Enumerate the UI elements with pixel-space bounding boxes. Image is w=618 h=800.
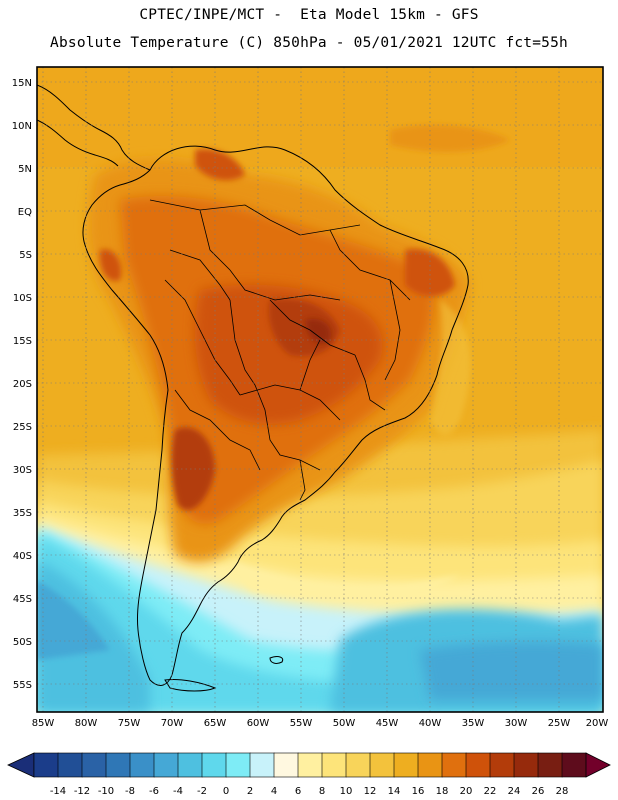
colorbar-over-arrow — [585, 752, 611, 778]
colorbar-tick-label: 26 — [532, 786, 545, 797]
colorbar-cell — [513, 752, 539, 778]
colorbar-tick-label: 2 — [247, 786, 253, 797]
colorbar-tick-label: 28 — [556, 786, 569, 797]
colorbar-tick-label: 12 — [364, 786, 377, 797]
colorbar-cell — [201, 752, 227, 778]
colorbar-cell — [177, 752, 203, 778]
central-america-north — [37, 119, 119, 167]
colorbar-cell — [465, 752, 491, 778]
south-america-coast — [82, 145, 469, 686]
colorbar-tick-label: -6 — [149, 786, 159, 797]
colorbar-cell — [489, 752, 515, 778]
lon-label: 60W — [247, 718, 270, 729]
colorbar-tick-label: 20 — [460, 786, 473, 797]
map-frame — [36, 66, 604, 713]
title-line-1: CPTEC/INPE/MCT - Eta Model 15km - GFS — [139, 7, 479, 23]
lon-label: 50W — [333, 718, 356, 729]
colorbar-tick-label: 10 — [340, 786, 353, 797]
colorbar-tick-label: -2 — [197, 786, 207, 797]
colorbar-cell — [321, 752, 347, 778]
colorbar-cell — [153, 752, 179, 778]
colorbar-cell — [225, 752, 251, 778]
colorbar-tick-label: 18 — [436, 786, 449, 797]
lon-label: 35W — [462, 718, 485, 729]
lon-label: 85W — [32, 718, 55, 729]
lon-label: 65W — [204, 718, 227, 729]
lat-label: 5S — [19, 250, 32, 261]
temperature-field — [37, 67, 603, 712]
colorbar-tick-label: 14 — [388, 786, 401, 797]
lon-label: 70W — [161, 718, 184, 729]
lon-label: 40W — [419, 718, 442, 729]
colorbar-cell — [57, 752, 83, 778]
lon-label: 45W — [376, 718, 399, 729]
colorbar-cell — [417, 752, 443, 778]
lat-label: 45S — [13, 594, 32, 605]
lat-label: 5N — [18, 164, 32, 175]
lat-label: 20S — [13, 379, 32, 390]
colorbar-cell — [129, 752, 155, 778]
longitude-labels: 85W 80W 75W 70W 65W 60W 55W 50W 45W 40W … — [32, 718, 609, 729]
colorbar-tick-label: 16 — [412, 786, 425, 797]
colorbar-cell — [441, 752, 467, 778]
title-line-2: Absolute Temperature (C) 850hPa - 05/01/… — [50, 35, 568, 51]
continental-heat — [87, 149, 471, 563]
colorbar-cell — [297, 752, 323, 778]
lat-label: 50S — [13, 637, 32, 648]
colorbar-tick-labels: -14 -12 -10 -8 -6 -4 -2 0 2 4 6 8 10 12 14 16 18 20 22 24 26… — [50, 786, 569, 797]
lat-label: 30S — [13, 465, 32, 476]
latitude-labels: 15N 10N 5N EQ 5S 10S 15S 20S 25S 30S 35S… — [12, 78, 32, 691]
colorbar-tick-label: 4 — [271, 786, 277, 797]
colorbar-cell — [369, 752, 395, 778]
lat-label: 25S — [13, 422, 32, 433]
lat-label: 15N — [12, 78, 32, 89]
colorbar-cell — [33, 752, 59, 778]
lon-label: 25W — [548, 718, 571, 729]
lat-label: 40S — [13, 551, 32, 562]
colorbar-tick-label: -4 — [173, 786, 183, 797]
lon-label: 55W — [290, 718, 313, 729]
central-america-coast — [37, 84, 151, 171]
lat-label: 10S — [13, 293, 32, 304]
falklands — [269, 656, 284, 664]
country-borders — [149, 199, 411, 501]
lat-label: 15S — [13, 336, 32, 347]
colorbar-tick-label: -12 — [74, 786, 90, 797]
lat-label: 35S — [13, 508, 32, 519]
lon-label: 20W — [586, 718, 609, 729]
lat-label: 55S — [13, 680, 32, 691]
colorbar-cell — [249, 752, 275, 778]
colorbar-tick-label: -8 — [125, 786, 135, 797]
colorbar: -14 -12 -10 -8 -6 -4 -2 0 2 4 6 8 10 12 14 16 18 20 22 24 26… — [7, 752, 611, 797]
colorbar-tick-label: 22 — [484, 786, 497, 797]
colorbar-under-arrow — [7, 752, 35, 778]
colorbar-cell — [561, 752, 587, 778]
coastlines — [37, 84, 469, 692]
lat-label: 10N — [12, 121, 32, 132]
colorbar-cell — [537, 752, 563, 778]
colorbar-tick-label: 24 — [508, 786, 521, 797]
colorbar-cell — [81, 752, 107, 778]
lon-label: 80W — [75, 718, 98, 729]
colorbar-cell — [273, 752, 299, 778]
lon-label: 30W — [505, 718, 528, 729]
lon-label: 75W — [118, 718, 141, 729]
colorbar-cell — [345, 752, 371, 778]
colorbar-cell — [105, 752, 131, 778]
colorbar-tick-label: -10 — [98, 786, 114, 797]
colorbar-tick-label: -14 — [50, 786, 66, 797]
colorbar-tick-label: 0 — [223, 786, 229, 797]
lat-label: EQ — [18, 207, 32, 218]
colorbar-cells — [33, 752, 587, 778]
colorbar-tick-label: 8 — [319, 786, 325, 797]
colorbar-tick-label: 6 — [295, 786, 301, 797]
colorbar-cell — [393, 752, 419, 778]
